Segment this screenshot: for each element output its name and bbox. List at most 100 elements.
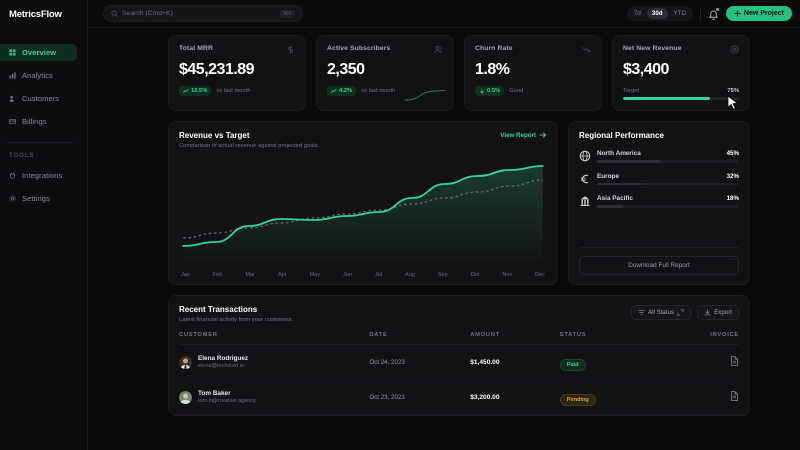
new-project-label: New Project: [743, 10, 784, 17]
panel-heading-group: Recent Transactions Latest financial act…: [179, 305, 293, 323]
cell-status: Paid: [559, 344, 672, 380]
main-content: Total MRR $45,231.89 12.5% vs last month: [88, 28, 800, 450]
export-button[interactable]: Export: [697, 305, 739, 320]
sidebar-item-label: Overview: [22, 48, 57, 57]
regional-row-europe[interactable]: Europe 32%: [579, 173, 739, 185]
sidebar-divider: [7, 142, 73, 143]
sidebar-nav: Overview Analytics Customers Billing: [0, 44, 77, 207]
customer-identity: Tom Baker tom.b@creative.agency: [198, 390, 256, 404]
kpi-title: Total MRR: [179, 45, 213, 52]
regional-percent: 32%: [726, 172, 739, 180]
kpi-footer: 4.2% vs last month: [327, 86, 443, 96]
sidebar-item-billings[interactable]: Billings: [0, 113, 77, 130]
status-badge: Paid: [559, 359, 586, 371]
kpi-header: Churn Rate: [475, 45, 591, 54]
arrow-down-icon: [480, 88, 484, 94]
document-icon[interactable]: [730, 356, 739, 366]
users-icon: [434, 45, 442, 53]
kpi-delta-badge: 12.5%: [179, 86, 212, 96]
customer-cell: Elena Rodriguez elena@techstart.io: [179, 355, 369, 369]
new-project-button[interactable]: New Project: [725, 6, 792, 21]
panel-subtitle: Comparison of actual revenue against pro…: [179, 143, 320, 149]
regional-progress: [597, 182, 739, 185]
chart-x-tick: May: [309, 272, 320, 278]
kpi-card-net-new-revenue[interactable]: Net New Revenue $3,400 Target 75%: [612, 35, 750, 111]
range-ytd[interactable]: YTD: [673, 10, 686, 17]
kpi-delta-value: 4.2%: [339, 88, 353, 94]
status-filter-button[interactable]: All Status: [630, 305, 692, 320]
brand-logo[interactable]: MetricsFlow: [0, 0, 77, 28]
sidebar-section-label: TOOLS: [9, 153, 35, 159]
chart-x-tick: Jul: [374, 272, 382, 278]
chart-target-line: [183, 179, 543, 239]
regional-row-asia-pacific[interactable]: Asia Pacific 18%: [579, 195, 739, 208]
cell-invoice: [671, 379, 739, 415]
range-30d[interactable]: 30d: [646, 8, 668, 19]
status-filter-label: All Status: [647, 309, 675, 316]
download-report-button[interactable]: Download Full Report: [579, 256, 739, 275]
regional-line: North America 45%: [597, 150, 739, 157]
table-header-row: CUSTOMER DATE AMOUNT STATUS INVOICE: [179, 332, 739, 345]
chart-x-tick: Nov: [502, 272, 513, 278]
notifications-button[interactable]: [708, 8, 719, 20]
chart-x-axis: Jan Feb Mar Apr May Jun Jul Aug Sep Oct Nov Dec: [179, 272, 547, 278]
time-range-toggle[interactable]: 7d 30d YTD: [626, 6, 693, 21]
table-body: Elena Rodriguez elena@techstart.io Oct 2…: [179, 344, 739, 415]
table-row[interactable]: Tom Baker tom.b@creative.agency Oct 23, …: [179, 379, 739, 415]
brand-name: MetricsFlow: [9, 8, 62, 20]
cell-invoice: [671, 344, 739, 380]
search-placeholder: Search (Cmd+K): [122, 10, 173, 17]
table-row[interactable]: Elena Rodriguez elena@techstart.io Oct 2…: [179, 344, 739, 380]
building-icon: [580, 196, 590, 207]
regional-line: Europe 32%: [597, 173, 739, 180]
revenue-chart-panel: Revenue vs Target Comparison of actual r…: [168, 121, 558, 285]
euro-icon: [580, 174, 589, 183]
chart-actual-line: [182, 165, 544, 247]
document-icon[interactable]: [730, 391, 739, 401]
kpi-card-active-subscribers[interactable]: Active Subscribers 2,350 4.2%: [316, 35, 454, 111]
trending-up-icon: [331, 88, 337, 93]
panel-title: Revenue vs Target: [179, 131, 250, 140]
kpi-card-churn-rate[interactable]: Churn Rate 1.8% 0.5% Good: [464, 35, 602, 111]
kpi-subtext: Good: [509, 88, 524, 94]
chart-x-tick: Sep: [437, 272, 448, 278]
search-input[interactable]: Search (Cmd+K) ⌘K: [103, 5, 303, 22]
customer-email: elena@techstart.io: [198, 363, 244, 369]
globe-icon: [579, 150, 591, 162]
target-icon: [730, 45, 739, 54]
transactions-table: CUSTOMER DATE AMOUNT STATUS INVOICE: [179, 332, 739, 415]
regional-progress-fill: [597, 160, 661, 163]
chart-x-tick: Jan: [181, 272, 190, 278]
kpi-delta-value: 12.5%: [191, 88, 208, 94]
view-report-link[interactable]: View Report: [500, 131, 547, 139]
customer-email: tom.b@creative.agency: [198, 398, 256, 404]
kpi-value: 2,350: [327, 61, 365, 78]
sidebar-item-label: Settings: [22, 194, 50, 203]
gear-icon: [9, 195, 16, 202]
avatar-image: [179, 355, 192, 369]
middle-row: Revenue vs Target Comparison of actual r…: [168, 121, 750, 285]
cell-customer: Elena Rodriguez elena@techstart.io: [179, 344, 370, 380]
regional-title: Regional Performance: [579, 131, 664, 140]
range-7d[interactable]: 7d: [633, 10, 641, 17]
kpi-delta-badge: 0.5%: [475, 86, 505, 96]
panel-heading-group: Revenue vs Target Comparison of actual r…: [179, 131, 319, 149]
sidebar-item-integrations[interactable]: Integrations: [0, 167, 77, 184]
search-icon: [111, 10, 118, 17]
sidebar-item-analytics[interactable]: Analytics: [0, 67, 77, 84]
sidebar-item-settings[interactable]: Settings: [0, 190, 77, 207]
regional-row-north-america[interactable]: North America 45%: [579, 150, 739, 163]
progress-bar-fill: [623, 97, 710, 100]
progress-label: Target: [623, 88, 640, 94]
top-bar: Search (Cmd+K) ⌘K 7d 30d YTD Ne: [88, 0, 800, 28]
sidebar-item-customers[interactable]: Customers: [0, 90, 77, 107]
kpi-delta-value: 0.5%: [487, 88, 501, 94]
chart-x-tick: Aug: [405, 272, 415, 278]
sparkline-chart: [405, 90, 445, 101]
kpi-subtext: vs last month: [216, 88, 251, 94]
regional-body: North America 45%: [597, 150, 739, 163]
kpi-card-total-mrr[interactable]: Total MRR $45,231.89 12.5% vs last month: [168, 35, 306, 111]
notification-dot: [715, 8, 719, 11]
sidebar-item-overview[interactable]: Overview: [0, 44, 77, 61]
